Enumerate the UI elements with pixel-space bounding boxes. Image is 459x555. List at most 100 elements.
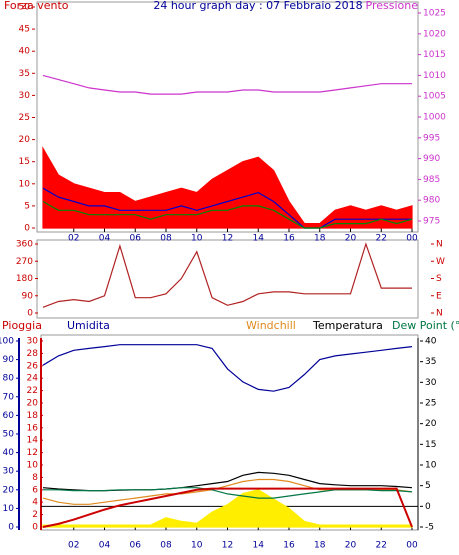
tick-label: S: [436, 274, 442, 284]
tick-label: -5: [425, 523, 434, 533]
tick-label: 10: [3, 504, 15, 514]
tick-label: 40: [3, 448, 15, 458]
tick-label: 8: [32, 473, 38, 483]
tick-label: 35: [425, 357, 436, 367]
tick-label: 90: [3, 355, 15, 365]
tick-label: 30: [3, 467, 15, 477]
x-tick-label: 14: [253, 541, 265, 551]
tick-label: 24: [27, 374, 39, 384]
tick-label: 50: [19, 3, 31, 13]
series-line: [42, 200, 413, 229]
tick-label: 30: [27, 337, 39, 347]
x-tick-label: 08: [160, 234, 172, 244]
tick-label: 25: [19, 113, 30, 123]
y2-label: Pressione: [366, 0, 419, 12]
tick-label: 90: [22, 291, 34, 301]
tick-label: 5: [425, 481, 431, 491]
tick-label: 26: [27, 361, 39, 371]
label: Pioggia: [2, 319, 42, 332]
tick-label: 1005: [423, 92, 446, 102]
tick-label: 180: [16, 274, 33, 284]
tick-label: 980: [423, 196, 440, 206]
series-line: [42, 74, 412, 95]
tick-label: 16: [27, 423, 39, 433]
tick-label: 28: [27, 349, 39, 359]
chart-title: 24 hour graph day : 07 Febbraio 2018: [153, 0, 362, 12]
x-tick-label: 12: [222, 234, 233, 244]
series-line: [42, 242, 412, 308]
tick-label: 360: [16, 240, 33, 250]
tick-label: 30: [19, 91, 31, 101]
tick-label: 4: [32, 498, 38, 508]
tick-label: 15: [425, 440, 436, 450]
tick-label: 40: [19, 47, 31, 57]
tick-label: 15: [19, 157, 30, 167]
tick-label: 10: [19, 179, 31, 189]
x-tick-label: 02: [68, 541, 79, 551]
tick-label: 2: [32, 510, 38, 520]
x-tick-label: 16: [283, 541, 295, 551]
x-tick-label: 00: [406, 234, 418, 244]
x-tick-label: 06: [130, 234, 142, 244]
tick-label: 270: [16, 257, 33, 267]
tick-label: 1020: [423, 29, 446, 39]
tick-label: 985: [423, 175, 440, 185]
series-line: [42, 344, 413, 392]
tick-label: 5: [24, 201, 30, 211]
series-line: [43, 487, 413, 499]
x-tick-label: 18: [314, 234, 326, 244]
tick-label: 20: [27, 399, 39, 409]
x-tick-label: 22: [376, 541, 387, 551]
tick-label: 20: [425, 419, 437, 429]
tick-label: E: [436, 291, 442, 301]
tick-label: 0: [425, 502, 431, 512]
x-tick-label: 18: [314, 541, 326, 551]
tick-label: 995: [423, 133, 440, 143]
x-tick-label: 20: [345, 234, 357, 244]
x-tick-label: 16: [283, 234, 295, 244]
tick-label: 975: [423, 217, 440, 227]
tick-label: 20: [3, 485, 15, 495]
tick-label: 14: [27, 436, 39, 446]
tick-label: 80: [3, 374, 15, 384]
tick-label: 6: [32, 485, 38, 495]
tick-label: 0: [32, 523, 38, 533]
label: Windchill: [246, 319, 296, 332]
x-tick-label: 12: [222, 541, 233, 551]
x-tick-label: 08: [160, 541, 172, 551]
label: Dew Point (°C: [392, 319, 459, 332]
tick-label: 990: [423, 154, 440, 164]
tick-label: 18: [27, 411, 39, 421]
label: Temperatura: [312, 319, 383, 332]
x-tick-label: 02: [68, 234, 79, 244]
tick-label: 10: [425, 461, 437, 471]
x-tick-label: 20: [345, 541, 357, 551]
tick-label: 60: [3, 411, 15, 421]
tick-label: 1010: [423, 71, 446, 81]
tick-label: 1025: [423, 9, 446, 19]
tick-label: 0: [8, 523, 14, 533]
tick-label: N: [436, 309, 443, 319]
tick-label: W: [436, 257, 445, 267]
label: Umidita: [67, 319, 110, 332]
tick-label: 10: [27, 461, 39, 471]
tick-label: 0: [27, 309, 33, 319]
x-tick-label: 10: [191, 541, 203, 551]
series-line: [42, 487, 413, 528]
area: [42, 146, 413, 229]
x-tick-label: 22: [376, 234, 387, 244]
tick-label: 0: [24, 224, 30, 234]
tick-label: 35: [19, 69, 30, 79]
x-tick-label: 04: [99, 234, 111, 244]
x-tick-label: 10: [191, 234, 203, 244]
tick-label: 40: [425, 337, 437, 347]
x-tick-label: 04: [99, 541, 111, 551]
tick-label: 1000: [423, 113, 446, 123]
tick-label: 22: [27, 386, 38, 396]
tick-label: 70: [3, 392, 15, 402]
area: [42, 489, 413, 528]
tick-label: N: [436, 240, 443, 250]
x-tick-label: 06: [130, 541, 142, 551]
x-tick-label: 14: [253, 234, 265, 244]
